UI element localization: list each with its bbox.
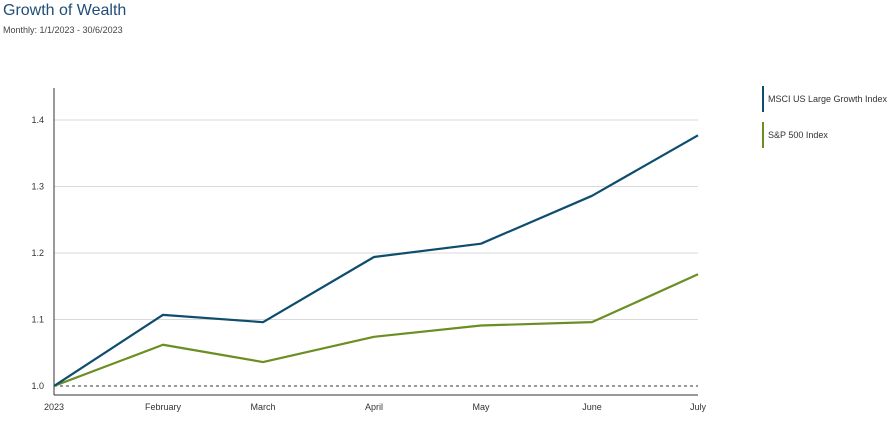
x-tick-label: July (690, 402, 707, 412)
chart-title: Growth of Wealth (3, 2, 127, 19)
legend-label: MSCI US Large Growth Index (768, 94, 888, 104)
x-tick-label: March (250, 402, 275, 412)
legend-item: MSCI US Large Growth Index (762, 86, 888, 112)
legend: MSCI US Large Growth Index S&P 500 Index (762, 86, 888, 148)
series-line-2 (53, 273, 699, 388)
series-line-1 (53, 134, 699, 387)
legend-label: S&P 500 Index (768, 130, 828, 140)
series-layer (53, 134, 699, 388)
legend-swatch (762, 86, 764, 112)
legend-swatch (762, 122, 764, 148)
x-tick-label: May (472, 402, 490, 412)
chart-subtitle: Monthly: 1/1/2023 - 30/6/2023 (3, 25, 123, 35)
y-tick-label: 1.1 (31, 315, 44, 325)
axis-layer: 1.0 1.1 1.2 1.3 1.4 2023 February March April May… (31, 88, 706, 412)
y-tick-label: 1.2 (31, 248, 44, 258)
x-tick-label: June (582, 402, 602, 412)
x-tick-label: February (145, 402, 182, 412)
legend-item: S&P 500 Index (762, 122, 828, 148)
y-tick-label: 1.0 (31, 381, 44, 391)
y-tick-label: 1.3 (31, 182, 44, 192)
y-tick-label: 1.4 (31, 115, 44, 125)
x-tick-label: April (365, 402, 383, 412)
grid-layer (54, 119, 698, 387)
x-tick-label: 2023 (44, 402, 64, 412)
